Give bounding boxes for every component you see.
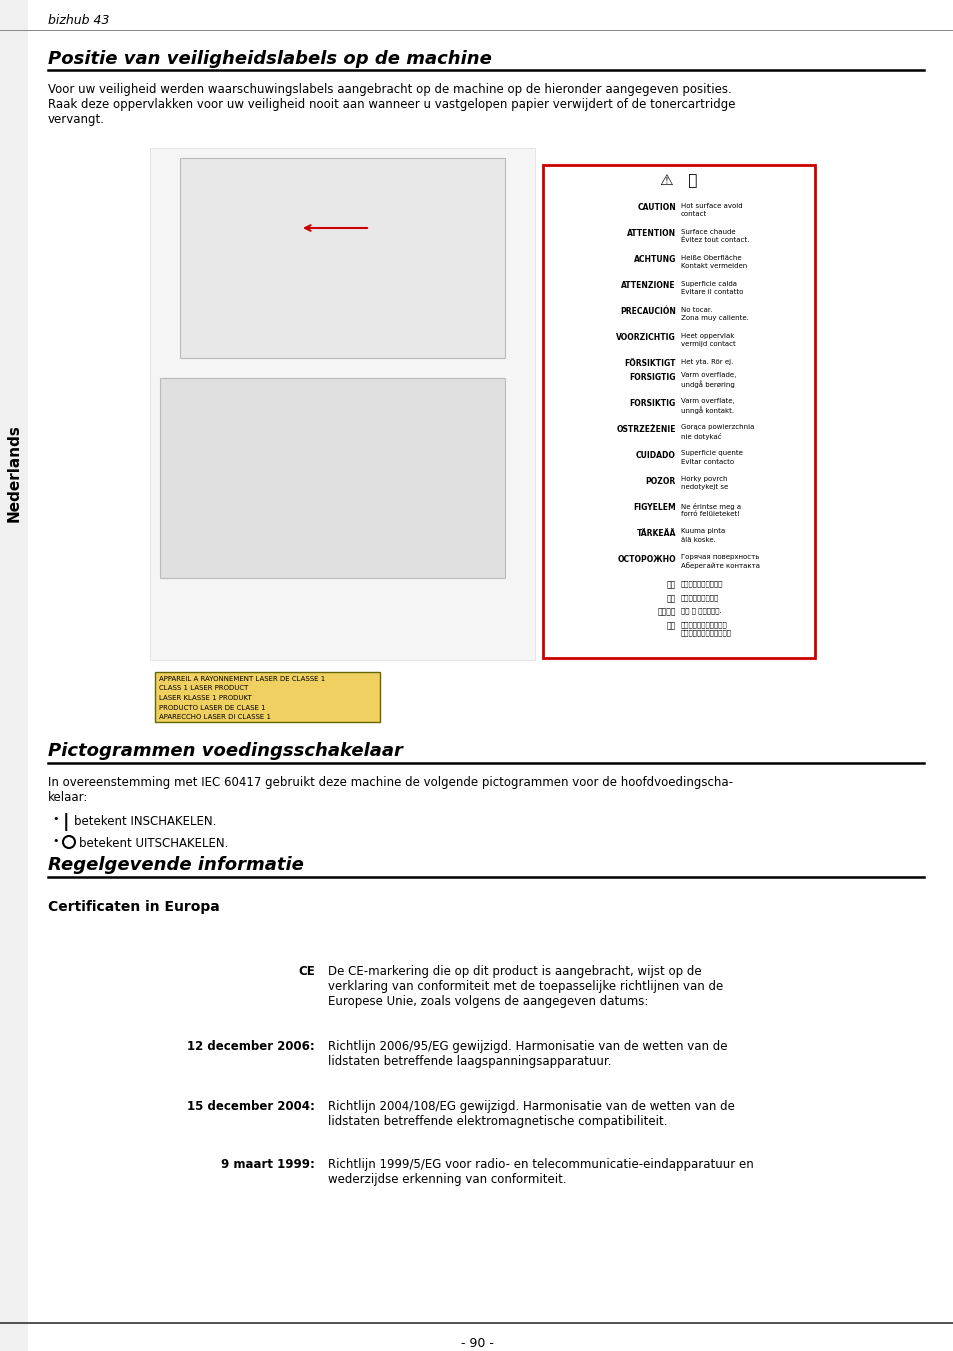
Text: betekent UITSCHAKELEN.: betekent UITSCHAKELEN. (79, 838, 228, 850)
Text: 注意: 注意 (666, 621, 676, 630)
Text: Richtlijn 2006/95/EG gewijzigd. Harmonisatie van de wetten van de: Richtlijn 2006/95/EG gewijzigd. Harmonis… (328, 1040, 727, 1052)
Text: Hot surface avoid: Hot surface avoid (680, 203, 741, 209)
Text: Kuuma pinta: Kuuma pinta (680, 528, 724, 535)
Text: POZOR: POZOR (645, 477, 676, 485)
Text: Kontakt vermeiden: Kontakt vermeiden (680, 263, 746, 269)
Text: APARECCHO LASER DI CLASSE 1: APARECCHO LASER DI CLASSE 1 (159, 713, 271, 720)
Text: lidstaten betreffende laagspanningsapparatuur.: lidstaten betreffende laagspanningsappar… (328, 1055, 611, 1069)
Text: ⚠   🚫: ⚠ 🚫 (659, 173, 697, 188)
Bar (180, 158, 504, 358)
Text: CUIDADO: CUIDADO (636, 450, 676, 459)
Text: wederzijdse erkenning van conformiteit.: wederzijdse erkenning van conformiteit. (328, 1173, 566, 1186)
Text: PRECAUCIÓN: PRECAUCIÓN (619, 307, 676, 316)
Text: Surface chaude: Surface chaude (680, 230, 735, 235)
Text: OSTRZEŻENIE: OSTRZEŻENIE (616, 424, 676, 434)
Text: 注意: 注意 (666, 581, 676, 589)
Text: Evitar contacto: Evitar contacto (680, 458, 734, 465)
Bar (160, 378, 504, 578)
Text: Positie van veiligheidslabels op de machine: Positie van veiligheidslabels op de mach… (48, 50, 492, 68)
Text: Heet oppervlak: Heet oppervlak (680, 332, 734, 339)
Text: Voor uw veiligheid werden waarschuwingslabels aangebracht op de machine op de hi: Voor uw veiligheid werden waarschuwingsl… (48, 82, 731, 96)
Text: 表面が熱くなっています: 表面が熱くなっています (680, 621, 727, 628)
Text: PRODUCTO LASER DE CLASE 1: PRODUCTO LASER DE CLASE 1 (159, 704, 265, 711)
Text: Gorąca powierzchnia: Gorąca powierzchnia (680, 424, 754, 431)
Text: FORSIGTIG: FORSIGTIG (629, 373, 676, 381)
Bar (154, 671, 379, 721)
Text: ATTENZIONE: ATTENZIONE (620, 281, 676, 290)
Text: ので触らないでください。: ので触らないでください。 (680, 630, 731, 635)
Text: Varm overflade,: Varm overflade, (680, 373, 736, 378)
Text: nedotykejt se: nedotykejt se (680, 485, 727, 490)
Text: 表面高温，请勿接触。: 表面高温，请勿接触。 (680, 581, 722, 588)
Text: VOORZICHTIG: VOORZICHTIG (616, 332, 676, 342)
Text: 注意: 注意 (666, 594, 676, 603)
Text: ATTENTION: ATTENTION (626, 230, 676, 238)
Text: 고온주의: 고온주의 (657, 608, 676, 616)
Bar (0, 0, 28, 1351)
Text: nie dotykać: nie dotykać (680, 432, 720, 439)
Text: Richtlijn 2004/108/EG gewijzigd. Harmonisatie van de wetten van de: Richtlijn 2004/108/EG gewijzigd. Harmoni… (328, 1100, 734, 1113)
Text: ACHTUNG: ACHTUNG (633, 255, 676, 263)
Text: älä koske.: älä koske. (680, 536, 715, 543)
Bar (150, 149, 535, 661)
Text: kelaar:: kelaar: (48, 790, 89, 804)
Text: FÖRSIKTIGT: FÖRSIKTIGT (624, 359, 676, 367)
Text: lidstaten betreffende elektromagnetische compatibiliteit.: lidstaten betreffende elektromagnetische… (328, 1115, 667, 1128)
Text: Heiße Oberfläche: Heiße Oberfläche (680, 255, 740, 261)
Text: contact: contact (680, 211, 706, 218)
Text: •: • (52, 836, 58, 846)
Text: No tocar.: No tocar. (680, 307, 712, 313)
Text: OCTOPOЖHO: OCTOPOЖHO (617, 554, 676, 563)
Text: - 90 -: - 90 - (460, 1337, 493, 1350)
Text: 9 maart 1999:: 9 maart 1999: (221, 1158, 314, 1171)
Text: Europese Unie, zoals volgens de aangegeven datums:: Europese Unie, zoals volgens de aangegev… (328, 994, 648, 1008)
Text: APPAREIL A RAYONNEMENT LASER DE CLASSE 1: APPAREIL A RAYONNEMENT LASER DE CLASSE 1 (159, 676, 325, 682)
Text: bizhub 43: bizhub 43 (48, 14, 110, 27)
Text: 表面高温请勿接触。: 表面高温请勿接触。 (680, 594, 719, 601)
Text: De CE-markering die op dit product is aangebracht, wijst op de: De CE-markering die op dit product is aa… (328, 965, 700, 978)
Text: Regelgevende informatie: Regelgevende informatie (48, 857, 304, 874)
Text: Superficie calda: Superficie calda (680, 281, 737, 286)
Text: Certificaten in Europa: Certificaten in Europa (48, 900, 219, 915)
Text: Zona muy caliente.: Zona muy caliente. (680, 315, 748, 322)
Text: Горячая поверхность: Горячая поверхность (680, 554, 759, 561)
Text: CLASS 1 LASER PRODUCT: CLASS 1 LASER PRODUCT (159, 685, 248, 692)
Text: Varm overflate,: Varm overflate, (680, 399, 734, 404)
Text: Pictogrammen voedingsschakelaar: Pictogrammen voedingsschakelaar (48, 742, 402, 761)
Text: FIGYELEM: FIGYELEM (633, 503, 676, 512)
Text: 이용 시 주의하세요.: 이용 시 주의하세요. (680, 608, 721, 615)
Text: undgå berøring: undgå berøring (680, 381, 734, 388)
Text: verklaring van conformiteit met de toepasselijke richtlijnen van de: verklaring van conformiteit met de toepa… (328, 979, 722, 993)
Text: In overeenstemming met IEC 60417 gebruikt deze machine de volgende pictogrammen : In overeenstemming met IEC 60417 gebruik… (48, 775, 732, 789)
Text: betekent INSCHAKELEN.: betekent INSCHAKELEN. (74, 815, 216, 828)
Text: Horky povrch: Horky povrch (680, 477, 727, 482)
Text: Nederlands: Nederlands (7, 424, 22, 521)
Text: •: • (52, 815, 58, 824)
Text: vervangt.: vervangt. (48, 113, 105, 126)
Text: Raak deze oppervlakken voor uw veiligheid nooit aan wanneer u vastgelopen papier: Raak deze oppervlakken voor uw veilighei… (48, 99, 735, 111)
Text: TÄRKEÄÄ: TÄRKEÄÄ (636, 528, 676, 538)
Text: 12 december 2006:: 12 december 2006: (187, 1040, 314, 1052)
Text: Évitez tout contact.: Évitez tout contact. (680, 236, 749, 243)
Bar (542, 165, 814, 658)
Text: Richtlijn 1999/5/EG voor radio- en telecommunicatie-eindapparatuur en: Richtlijn 1999/5/EG voor radio- en telec… (328, 1158, 753, 1171)
Text: Het yta. Rör ej.: Het yta. Rör ej. (680, 359, 733, 365)
Text: vermijd contact: vermijd contact (680, 340, 735, 347)
Text: CE: CE (298, 965, 314, 978)
Text: FORSIKTIG: FORSIKTIG (629, 399, 676, 408)
Text: 15 december 2004:: 15 december 2004: (187, 1100, 314, 1113)
Text: forró felületeket!: forró felületeket! (680, 511, 740, 516)
Text: Ne érintse meg a: Ne érintse meg a (680, 503, 740, 509)
Text: unngå kontakt.: unngå kontakt. (680, 407, 734, 415)
Text: |: | (63, 813, 70, 831)
Text: Аберегайте контакта: Аберегайте контакта (680, 562, 760, 569)
Text: Superficie quente: Superficie quente (680, 450, 742, 457)
Text: CAUTION: CAUTION (637, 203, 676, 212)
Text: LASER KLASSE 1 PRODUKT: LASER KLASSE 1 PRODUKT (159, 694, 252, 701)
Text: Evitare il contatto: Evitare il contatto (680, 289, 742, 295)
